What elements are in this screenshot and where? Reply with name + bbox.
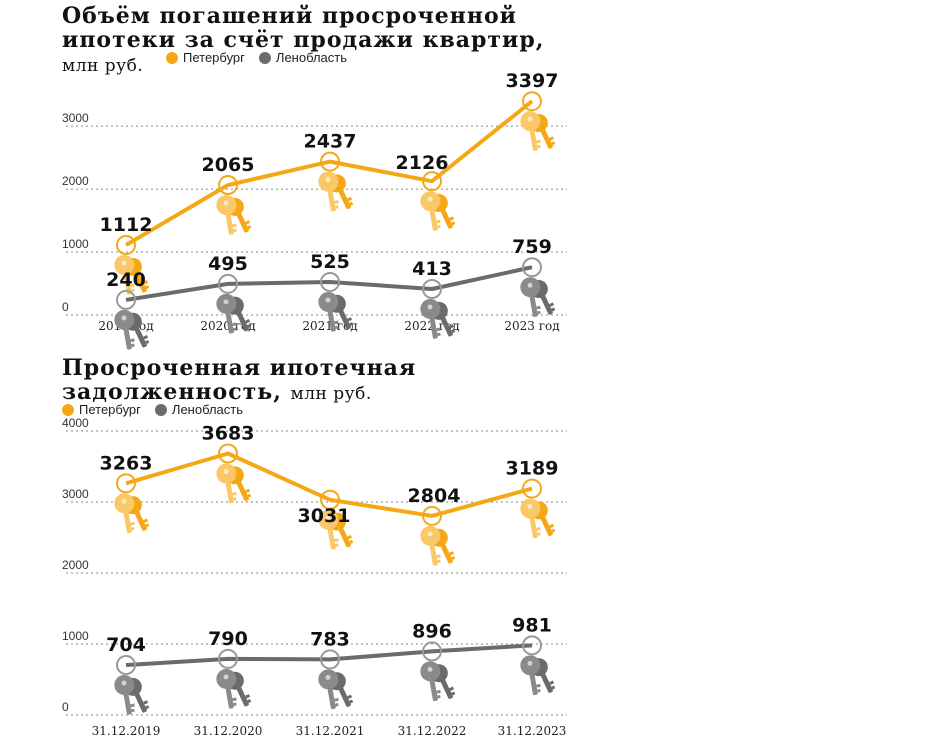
data-label: 2126 xyxy=(396,152,449,174)
data-label: 495 xyxy=(208,253,248,275)
key-marker-icon xyxy=(520,478,556,539)
key-marker-icon xyxy=(114,655,150,715)
y-tick-label: 3000 xyxy=(62,111,89,125)
chart-title: Просроченная ипотечная задолженность, мл… xyxy=(62,356,416,406)
key-marker-icon xyxy=(420,505,456,566)
key-marker-icon xyxy=(114,289,150,350)
data-label: 981 xyxy=(512,614,552,636)
data-label: 3031 xyxy=(298,505,351,527)
legend-item-lenoblast: Ленобласть xyxy=(154,402,243,417)
key-marker-icon xyxy=(318,489,354,550)
key-marker-icon xyxy=(520,91,556,151)
data-label: 704 xyxy=(106,634,146,656)
overdue-debt-chart: Просроченная ипотечная задолженность, мл… xyxy=(0,352,600,748)
y-tick-label: 0 xyxy=(62,300,69,314)
data-label: 2437 xyxy=(304,131,357,153)
y-tick-label: 0 xyxy=(62,700,69,714)
plot-area: 0 1000 2000 3000 4000 31.12.2019 31.12.2020 31.… xyxy=(62,416,567,738)
y-tick-label: 4000 xyxy=(62,416,89,430)
data-label: 783 xyxy=(310,628,350,650)
key-marker-icon xyxy=(520,257,556,317)
legend-dot-icon xyxy=(154,403,167,416)
data-label: 525 xyxy=(310,251,350,273)
data-label: 759 xyxy=(512,236,552,258)
data-label: 3263 xyxy=(100,452,153,474)
series-line xyxy=(125,451,533,518)
legend-label: Петербург xyxy=(183,50,245,65)
key-marker-icon xyxy=(216,443,252,504)
data-label: 790 xyxy=(208,628,248,650)
key-marker-icon xyxy=(114,235,150,295)
repayments-chart: Объём погашений просроченной ипотеки за … xyxy=(0,0,600,350)
data-label: 413 xyxy=(412,258,452,280)
legend: Петербург Ленобласть xyxy=(166,50,347,65)
data-label: 3683 xyxy=(202,423,255,445)
chart-unit: млн руб. xyxy=(290,384,372,404)
key-marker-icon xyxy=(216,648,252,709)
key-marker-icon xyxy=(420,279,456,339)
chart-title-line-2: задолженность, xyxy=(62,379,282,405)
key-marker-icon xyxy=(114,473,150,534)
legend-item-petersburg: Петербург xyxy=(62,402,141,417)
chart-title-line-1: Просроченная ипотечная xyxy=(62,355,417,381)
legend-item-lenoblast: Ленобласть xyxy=(258,50,347,65)
data-label: 3189 xyxy=(506,458,559,480)
key-marker-icon xyxy=(318,271,354,332)
key-marker-icon xyxy=(318,151,354,212)
key-marker-icon xyxy=(420,171,456,231)
x-tick-label: 31.12.2023 xyxy=(498,724,567,738)
series-line xyxy=(125,643,533,668)
y-tick-label: 2000 xyxy=(62,558,89,572)
series-line xyxy=(124,99,534,247)
chart-title-line-1: Объём погашений просроченной xyxy=(62,3,517,29)
legend: Петербург Ленобласть xyxy=(62,402,243,417)
y-tick-label: 3000 xyxy=(62,487,89,501)
data-label: 2065 xyxy=(202,154,255,176)
data-label: 3397 xyxy=(506,70,559,92)
x-tick-label: 31.12.2019 xyxy=(92,724,161,738)
key-marker-icon xyxy=(216,175,252,235)
chart-title: Объём погашений просроченной ипотеки за … xyxy=(62,4,544,78)
x-tick-label: 31.12.2021 xyxy=(296,724,365,738)
key-marker-icon xyxy=(216,273,252,334)
data-label: 1112 xyxy=(100,214,153,236)
legend-label: Ленобласть xyxy=(275,50,347,65)
key-marker-icon xyxy=(420,641,456,702)
data-label: 2804 xyxy=(408,485,461,507)
y-tick-label: 2000 xyxy=(62,174,89,188)
chart-unit: млн руб. xyxy=(62,56,144,76)
y-tick-label: 1000 xyxy=(62,629,89,643)
legend-dot-icon xyxy=(166,51,178,64)
x-tick-label: 31.12.2020 xyxy=(194,724,263,738)
chart-title-line-2: ипотеки за счёт продажи квартир, xyxy=(62,27,545,53)
data-label: 240 xyxy=(106,269,146,291)
legend-label: Ленобласть xyxy=(171,402,243,417)
key-marker-icon xyxy=(520,635,556,696)
y-tick-label: 1000 xyxy=(62,237,89,251)
series-line xyxy=(125,265,533,302)
key-marker-icon xyxy=(318,649,354,710)
legend-dot-icon xyxy=(258,51,271,64)
legend-dot-icon xyxy=(62,403,74,416)
data-label: 896 xyxy=(412,620,452,642)
x-tick-label: 31.12.2022 xyxy=(398,724,467,738)
legend-label: Петербург xyxy=(79,402,141,417)
x-tick-label: 2023 год xyxy=(504,319,559,333)
legend-item-petersburg: Петербург xyxy=(166,50,245,65)
